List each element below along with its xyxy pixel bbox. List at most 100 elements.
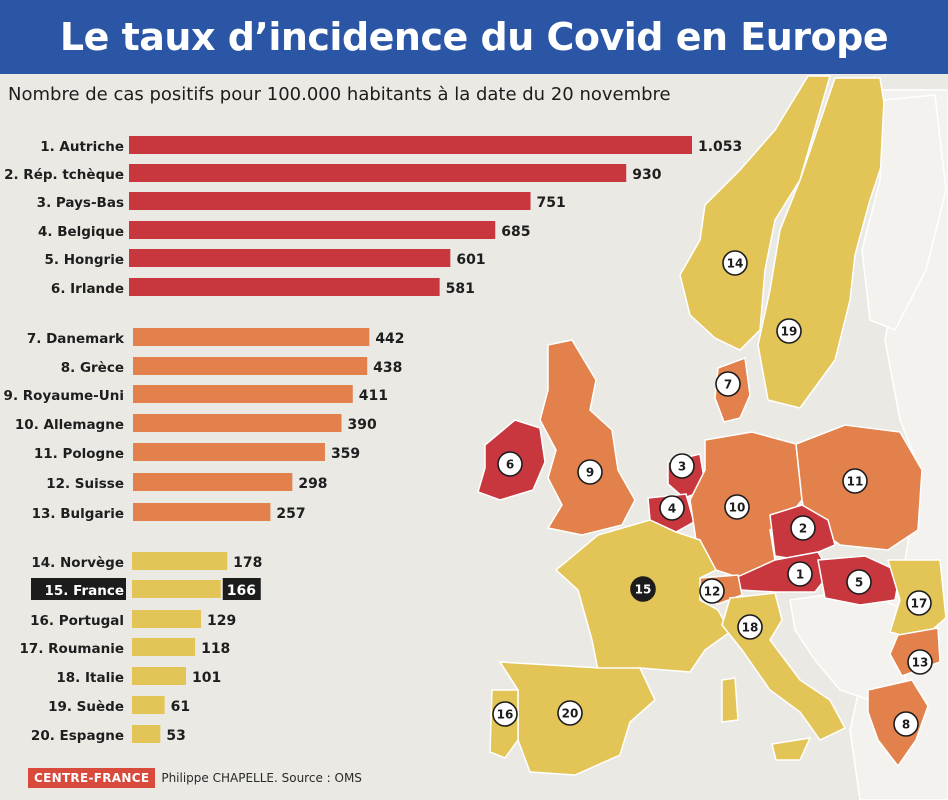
map-marker-label: 13	[912, 656, 929, 670]
map-marker-circle	[907, 649, 933, 675]
bar-13	[133, 503, 271, 521]
map-marker-label: 18	[742, 621, 759, 635]
map-marker-label: 5	[855, 576, 863, 590]
map-marker-circle	[787, 561, 813, 587]
title-bar: Le taux d’incidence du Covid en Europe	[0, 0, 948, 74]
bar-16	[132, 610, 201, 628]
map-marker-16: 16	[492, 701, 518, 727]
bar-7	[133, 328, 370, 346]
map-marker-label: 2	[799, 522, 807, 536]
category-label: 13. Bulgarie	[32, 506, 124, 522]
map-marker-circle	[737, 614, 763, 640]
sardinia-shape	[721, 677, 739, 723]
category-label: 17. Roumanie	[20, 641, 124, 657]
map-marker-17: 17	[906, 590, 932, 616]
map-marker-1: 1	[787, 561, 813, 587]
value-label: 129	[207, 613, 236, 629]
bar-2	[129, 164, 627, 182]
map-marker-label: 17	[911, 597, 928, 611]
bar-12	[133, 473, 293, 491]
map-marker-circle	[776, 318, 802, 344]
value-label: 53	[166, 728, 185, 744]
map-marker-label: 15	[635, 583, 652, 597]
page-title: Le taux d’incidence du Covid en Europe	[59, 15, 889, 59]
bar-chart: 1. Autriche 1.053 2. Rép. tchèque 930 3. Pay…	[4, 136, 742, 744]
category-label: 2. Rép. tchèque	[4, 167, 124, 183]
balkans-land	[789, 589, 906, 701]
bar-19	[132, 696, 165, 714]
value-label: 581	[446, 281, 475, 297]
value-label: 257	[276, 506, 305, 522]
bar-9	[133, 385, 353, 403]
category-label: 9. Royaume-Uni	[4, 388, 124, 404]
map-marker-label: 9	[586, 466, 594, 480]
category-label: 20. Espagne	[31, 728, 124, 744]
value-label: 178	[233, 555, 262, 571]
credit-text: Philippe CHAPELLE. Source : OMS	[161, 771, 362, 785]
map-marker-circle	[699, 578, 725, 604]
footer: CENTRE-FRANCE Philippe CHAPELLE. Source …	[28, 767, 362, 789]
category-label: 11. Pologne	[34, 446, 124, 462]
map-marker-20: 20	[557, 700, 583, 726]
map-marker-8: 8	[893, 711, 919, 737]
map-marker-label: 1	[796, 568, 804, 582]
bar-5	[129, 249, 451, 267]
map-marker-4: 4	[659, 495, 685, 521]
bar-15	[132, 580, 221, 598]
value-label: 118	[201, 641, 230, 657]
value-label: 438	[373, 360, 402, 376]
highlight-value-bg	[222, 578, 261, 600]
map-marker-circle	[724, 494, 750, 520]
map-marker-circle	[715, 371, 741, 397]
value-label: 101	[192, 670, 221, 686]
map-marker-3: 3	[669, 453, 695, 479]
category-label: 3. Pays-Bas	[37, 195, 124, 211]
highlight-label-bg	[31, 578, 126, 600]
category-label: 4. Belgique	[38, 224, 124, 240]
map-marker-label: 14	[727, 257, 744, 271]
map-marker-label: 10	[729, 501, 746, 515]
map-marker-circle	[577, 459, 603, 485]
map-marker-label: 6	[506, 458, 514, 472]
category-label: 16. Portugal	[30, 613, 124, 629]
category-label: 18. Italie	[56, 670, 124, 686]
map-marker-label: 12	[704, 585, 721, 599]
map-marker-circle	[790, 515, 816, 541]
bar-6	[129, 278, 440, 296]
category-label: 12. Suisse	[46, 476, 124, 492]
value-label: 390	[348, 417, 377, 433]
map-marker-circle	[722, 250, 748, 276]
value-label: 751	[537, 195, 566, 211]
category-label: 19. Suède	[48, 699, 124, 715]
map-marker-15: 15	[630, 576, 656, 602]
map-marker-14: 14	[722, 250, 748, 276]
map-marker-circle	[906, 590, 932, 616]
value-label: 298	[298, 476, 327, 492]
value-label: 601	[456, 252, 485, 268]
map-marker-circle	[846, 569, 872, 595]
sicily-shape	[771, 737, 812, 761]
category-label: 1. Autriche	[40, 139, 124, 155]
map-marker-label: 8	[902, 718, 910, 732]
map-marker-label: 19	[781, 325, 798, 339]
bar-10	[133, 414, 342, 432]
map-marker-circle	[842, 468, 868, 494]
map-marker-19: 19	[776, 318, 802, 344]
map-marker-9: 9	[577, 459, 603, 485]
map-marker-5: 5	[846, 569, 872, 595]
map-marker-label: 16	[497, 708, 514, 722]
source-badge: CENTRE-FRANCE	[28, 768, 156, 788]
bar-17	[132, 638, 196, 656]
value-label: 930	[632, 167, 661, 183]
map-marker-7: 7	[715, 371, 741, 397]
value-label: 442	[375, 331, 404, 347]
value-label: 166	[227, 583, 256, 599]
map-marker-12: 12	[699, 578, 725, 604]
bar-14	[132, 552, 228, 570]
map-marker-13: 13	[907, 649, 933, 675]
value-label: 685	[501, 224, 530, 240]
finland-shape	[861, 94, 947, 331]
value-label: 61	[171, 699, 190, 715]
